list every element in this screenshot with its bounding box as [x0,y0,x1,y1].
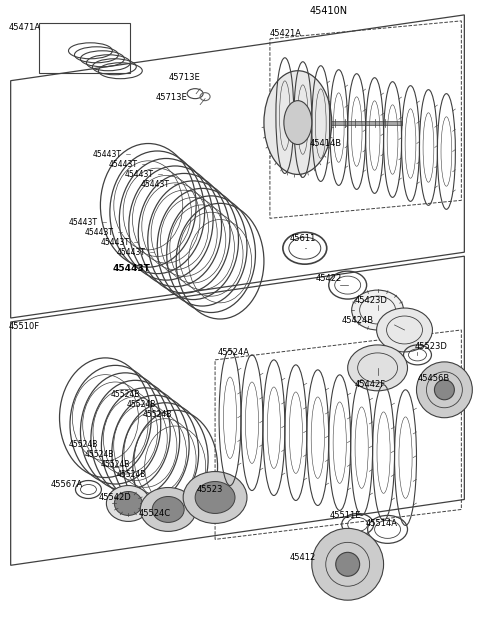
Text: 45567A: 45567A [50,479,83,488]
Text: 45713E: 45713E [168,72,200,81]
Ellipse shape [152,497,184,522]
Text: 45524B: 45524B [110,390,140,399]
Text: 45523: 45523 [196,485,223,494]
Text: 45471A: 45471A [9,23,41,32]
Text: 45422: 45422 [316,274,342,283]
Text: 45443T: 45443T [69,219,97,228]
Text: 45524C: 45524C [138,510,170,519]
Ellipse shape [348,345,408,391]
Ellipse shape [377,308,432,352]
Text: 45412: 45412 [290,553,316,562]
Ellipse shape [264,71,332,174]
Text: 45514A: 45514A [366,519,397,528]
Ellipse shape [195,481,235,513]
Text: 45524B: 45524B [142,410,172,419]
Text: 45523D: 45523D [415,342,447,351]
Text: 45443T: 45443T [100,238,130,247]
Text: 45524B: 45524B [126,400,156,409]
Text: 45511E: 45511E [330,512,361,520]
Ellipse shape [312,528,384,600]
Ellipse shape [183,472,247,524]
Text: 45443T: 45443T [112,264,150,273]
Text: 45443T: 45443T [93,151,121,160]
Text: 45524B: 45524B [69,440,98,449]
Text: 45423D: 45423D [355,296,387,305]
Text: 45414B: 45414B [310,138,342,147]
Ellipse shape [434,380,455,400]
Text: 45524B: 45524B [116,470,146,479]
Text: 45443T: 45443T [84,228,113,237]
Ellipse shape [114,492,142,515]
Text: 45443T: 45443T [124,171,153,179]
Ellipse shape [336,553,360,576]
Text: 45524A: 45524A [218,348,250,357]
Text: 45443T: 45443T [140,180,169,189]
Text: 45410N: 45410N [310,6,348,16]
Text: 45510F: 45510F [9,322,40,331]
Text: 45524B: 45524B [84,449,114,458]
Text: 45456B: 45456B [418,374,450,383]
Text: 45542D: 45542D [98,494,131,503]
Text: 45424B: 45424B [342,316,374,325]
Bar [38,23,130,72]
Ellipse shape [417,362,472,418]
Text: 45443T: 45443T [116,248,145,257]
Ellipse shape [284,101,312,144]
Text: 45442F: 45442F [355,380,386,389]
Ellipse shape [352,290,404,330]
Text: 45611: 45611 [290,234,316,243]
Text: 45713E: 45713E [155,93,187,102]
Text: 45524B: 45524B [100,460,130,469]
Ellipse shape [107,485,150,521]
Text: 45421A: 45421A [270,29,302,38]
Text: 45443T: 45443T [108,160,137,169]
Ellipse shape [140,488,196,531]
